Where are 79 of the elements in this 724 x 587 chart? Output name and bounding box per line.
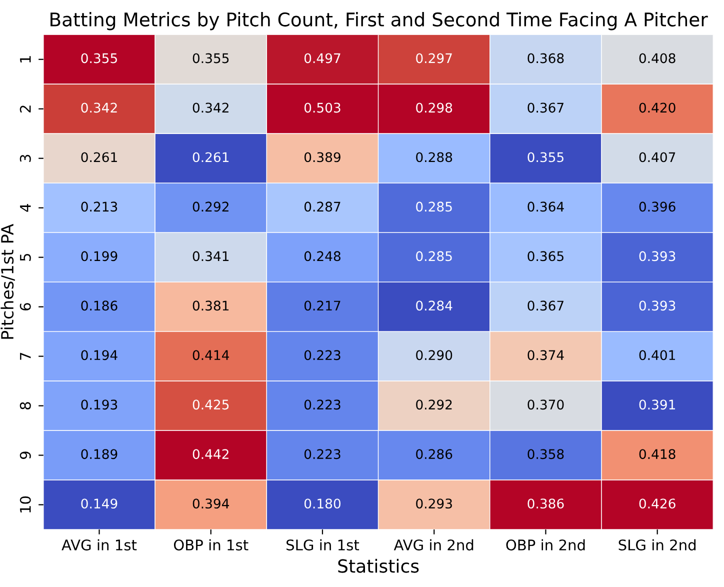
data-label: 0.261 [81,152,117,162]
x-tick-label: AVG in 2nd [394,539,474,550]
data-label: 0.381 [192,300,229,311]
data-label: 0.248 [304,251,340,262]
data-label: 0.414 [192,350,230,360]
y-tick-label: 10 [20,496,31,512]
data-label: 0.425 [192,400,229,410]
data-label: 0.199 [81,251,118,262]
data-label: 0.393 [639,300,676,311]
data-label: 0.285 [416,202,452,212]
data-label: 0.297 [416,53,452,64]
data-label: 0.393 [639,251,676,262]
data-label: 0.391 [639,400,675,410]
data-label: 0.284 [416,300,452,311]
data-label: 0.396 [639,202,676,212]
data-label: 0.394 [192,498,230,509]
y-tick-label: 7 [20,352,31,360]
x-tick-label: OBP in 2nd [506,539,585,550]
x-tick-label: SLG in 2nd [618,539,696,550]
data-label: 0.285 [416,251,452,262]
data-label: 0.442 [192,449,228,460]
data-label: 0.213 [81,202,118,212]
data-label: 0.293 [416,498,452,509]
data-label: 0.389 [304,152,340,162]
data-label: 0.223 [304,350,340,360]
data-label: 0.364 [528,202,564,212]
data-label: 0.342 [192,102,228,113]
data-label: 0.341 [192,251,229,262]
y-axis-title: Pitches/1st PA [0,224,15,339]
y-tick-label: 5 [20,254,31,261]
data-label: 0.365 [528,251,564,262]
data-label: 0.290 [416,350,452,360]
data-label: 0.186 [81,300,118,311]
data-label: 0.368 [528,53,564,64]
data-label: 0.426 [639,498,676,509]
y-tick-label: 6 [20,303,31,310]
data-label: 0.223 [304,449,340,460]
data-label: 0.418 [639,449,676,460]
data-label: 0.367 [528,300,564,311]
data-label: 0.292 [416,400,452,410]
x-tick-label: AVG in 1st [62,539,137,550]
data-label: 0.420 [639,102,676,113]
data-label: 0.386 [528,498,564,509]
data-label: 0.407 [639,152,676,162]
data-label: 0.180 [304,498,340,509]
data-label: 0.374 [528,350,564,360]
x-axis-title: Statistics [338,558,419,573]
y-tick-label: 3 [20,154,31,162]
data-label: 0.408 [639,53,676,64]
data-label: 0.367 [528,102,564,113]
data-label: 0.149 [81,498,118,509]
data-label: 0.286 [416,449,452,460]
data-label: 0.261 [192,152,229,162]
data-label: 0.355 [81,53,117,64]
data-label: 0.287 [304,202,340,212]
data-label: 0.298 [416,102,452,113]
data-label: 0.355 [192,53,229,64]
data-label: 0.193 [81,400,118,410]
data-label: 0.342 [81,102,117,113]
data-label: 0.401 [639,350,675,360]
x-tick-label: OBP in 1st [174,539,248,550]
data-label: 0.189 [81,449,118,460]
data-label: 0.355 [528,152,564,162]
data-label: 0.292 [192,202,228,212]
y-tick-label: 1 [20,56,31,62]
y-tick-label: 8 [20,402,31,410]
y-tick-label: 9 [20,452,31,459]
data-label: 0.503 [304,102,340,113]
y-tick-label: 4 [20,204,31,212]
x-tick-label: SLG in 1st [286,539,360,550]
data-label: 0.497 [304,53,340,64]
data-label: 0.370 [528,400,564,410]
data-label: 0.288 [416,152,452,162]
y-tick-label: 2 [20,106,31,112]
data-label: 0.194 [81,350,118,360]
data-label: 0.217 [304,300,340,311]
chart-title: Batting Metrics by Pitch Count, First and Second Time Facing A Pitcher [50,12,708,30]
data-label: 0.223 [304,400,340,410]
data-label: 0.358 [528,449,564,460]
